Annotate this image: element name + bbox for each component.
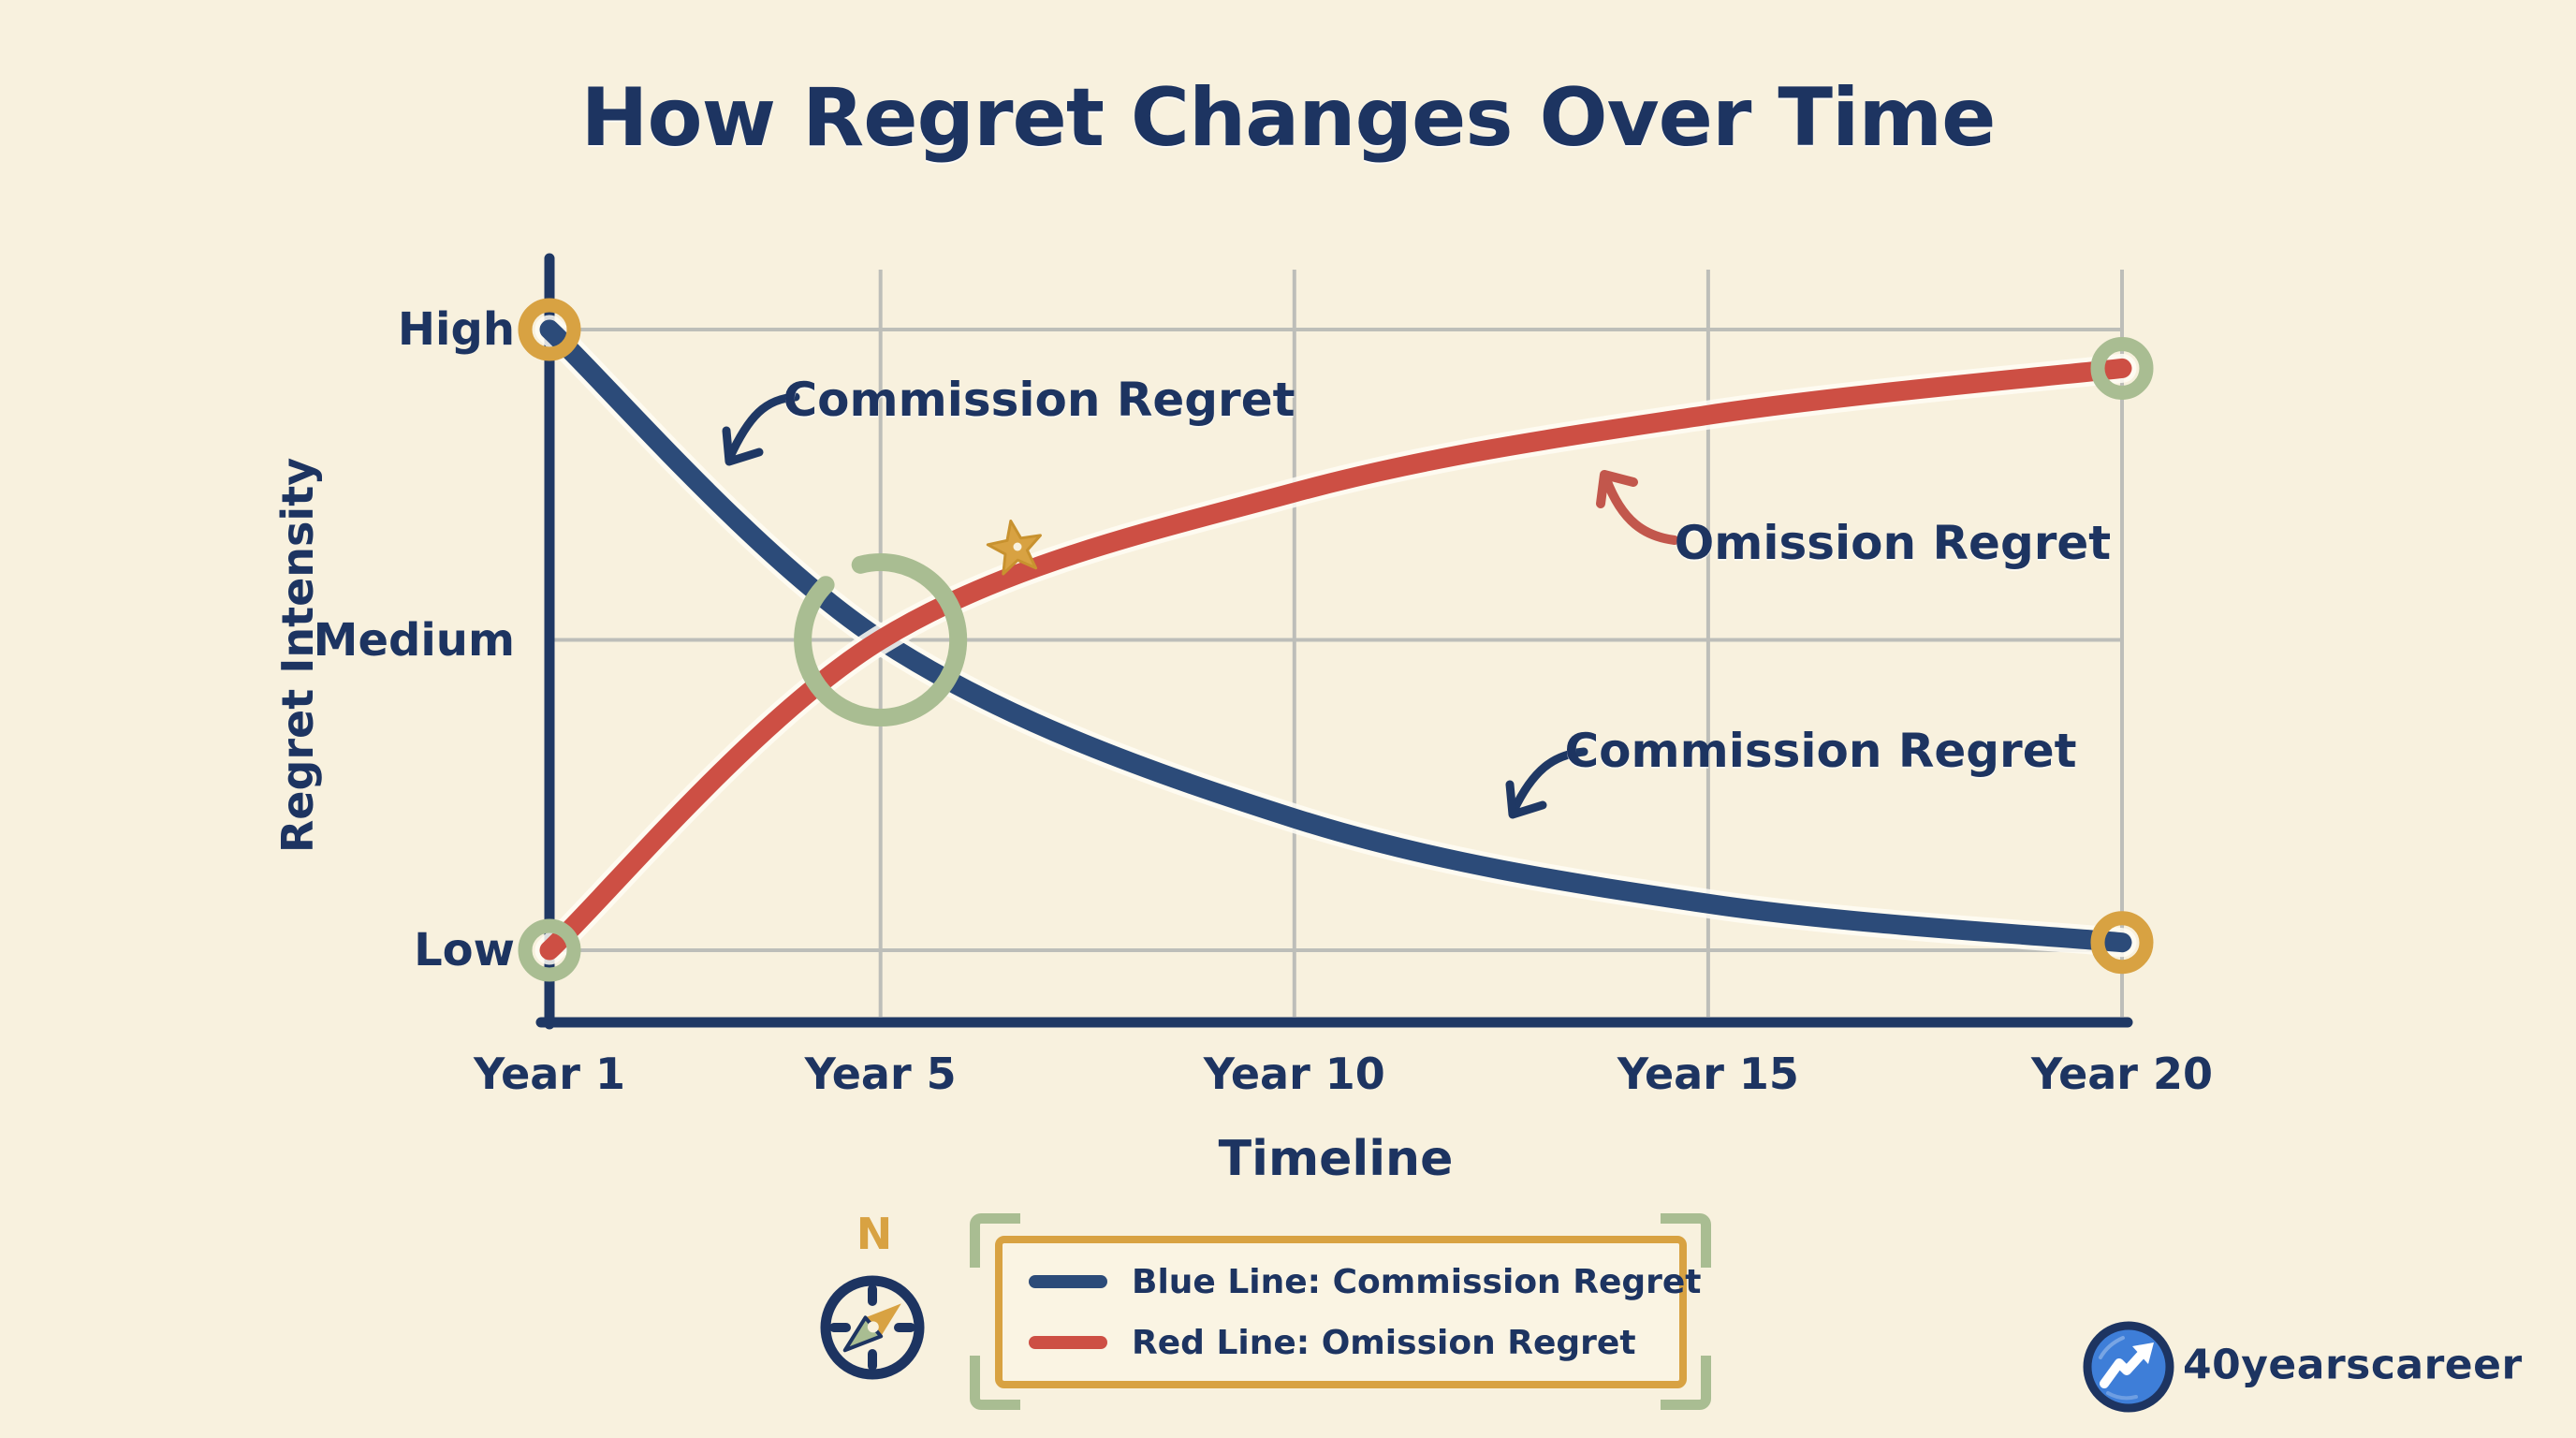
legend-bracket-top-left — [970, 1213, 1020, 1268]
annotation-omission-regret: Omission Regret — [1674, 516, 2112, 570]
y-tick-label-high: High — [397, 303, 515, 356]
series-line-commission-regret — [539, 319, 2132, 953]
endpoint-ring — [2090, 336, 2154, 400]
y-tick-label-low: Low — [414, 924, 515, 976]
legend-label-omission: Red Line: Omission Regret — [1132, 1323, 1636, 1362]
annotation-arrow-commission-top — [722, 392, 800, 466]
legend-label-commission: Blue Line: Commission Regret — [1132, 1262, 1702, 1301]
series-halo — [534, 353, 2137, 965]
x-tick-label-year-20: Year 20 — [2030, 1049, 2214, 1099]
x-tick-label-year-5: Year 5 — [804, 1049, 957, 1099]
endpoint-ring — [518, 298, 581, 361]
legend-swatch-red-line — [1029, 1336, 1107, 1349]
brand-logo: 40yearscareer — [2080, 1318, 2548, 1413]
compass-icon — [820, 1275, 925, 1380]
y-tick-label-medium: Medium — [313, 613, 515, 667]
legend-bracket-top-right — [1661, 1213, 1711, 1268]
annotation-arrow-commission-bottom — [1505, 747, 1588, 819]
x-axis-title: Timeline — [1218, 1131, 1454, 1187]
annotation-commission-regret-top: Commission Regret — [783, 373, 1295, 427]
legend-bracket-bottom-left — [970, 1356, 1020, 1410]
endpoint-ring — [2090, 911, 2154, 975]
legend-swatch-blue-line — [1029, 1275, 1107, 1288]
legend-item-commission: Blue Line: Commission Regret — [1029, 1263, 1702, 1301]
logo-text: 40yearscareer — [2183, 1341, 2523, 1389]
logo-trend-arrow-icon — [2083, 1321, 2174, 1413]
star-icon — [986, 520, 1042, 576]
annotation-commission-regret-bottom: Commission Regret — [1564, 724, 2077, 778]
annotation-arrow-omission — [1596, 470, 1679, 545]
crossing-highlight-circle — [794, 553, 968, 726]
legend-item-omission: Red Line: Omission Regret — [1029, 1324, 1679, 1362]
page-title: How Regret Changes Over Time — [580, 71, 1997, 165]
x-tick-label-year-15: Year 15 — [1617, 1049, 1799, 1099]
legend: Blue Line: Commission Regret Red Line: O… — [995, 1236, 1702, 1388]
endpoint-ring — [518, 918, 581, 982]
series-line-omission-regret — [539, 358, 2132, 961]
compass-north-label: N — [856, 1209, 893, 1259]
legend-bracket-bottom-right — [1661, 1356, 1711, 1410]
x-tick-label-year-10: Year 10 — [1203, 1049, 1385, 1099]
x-tick-label-year-1: Year 1 — [473, 1049, 626, 1099]
